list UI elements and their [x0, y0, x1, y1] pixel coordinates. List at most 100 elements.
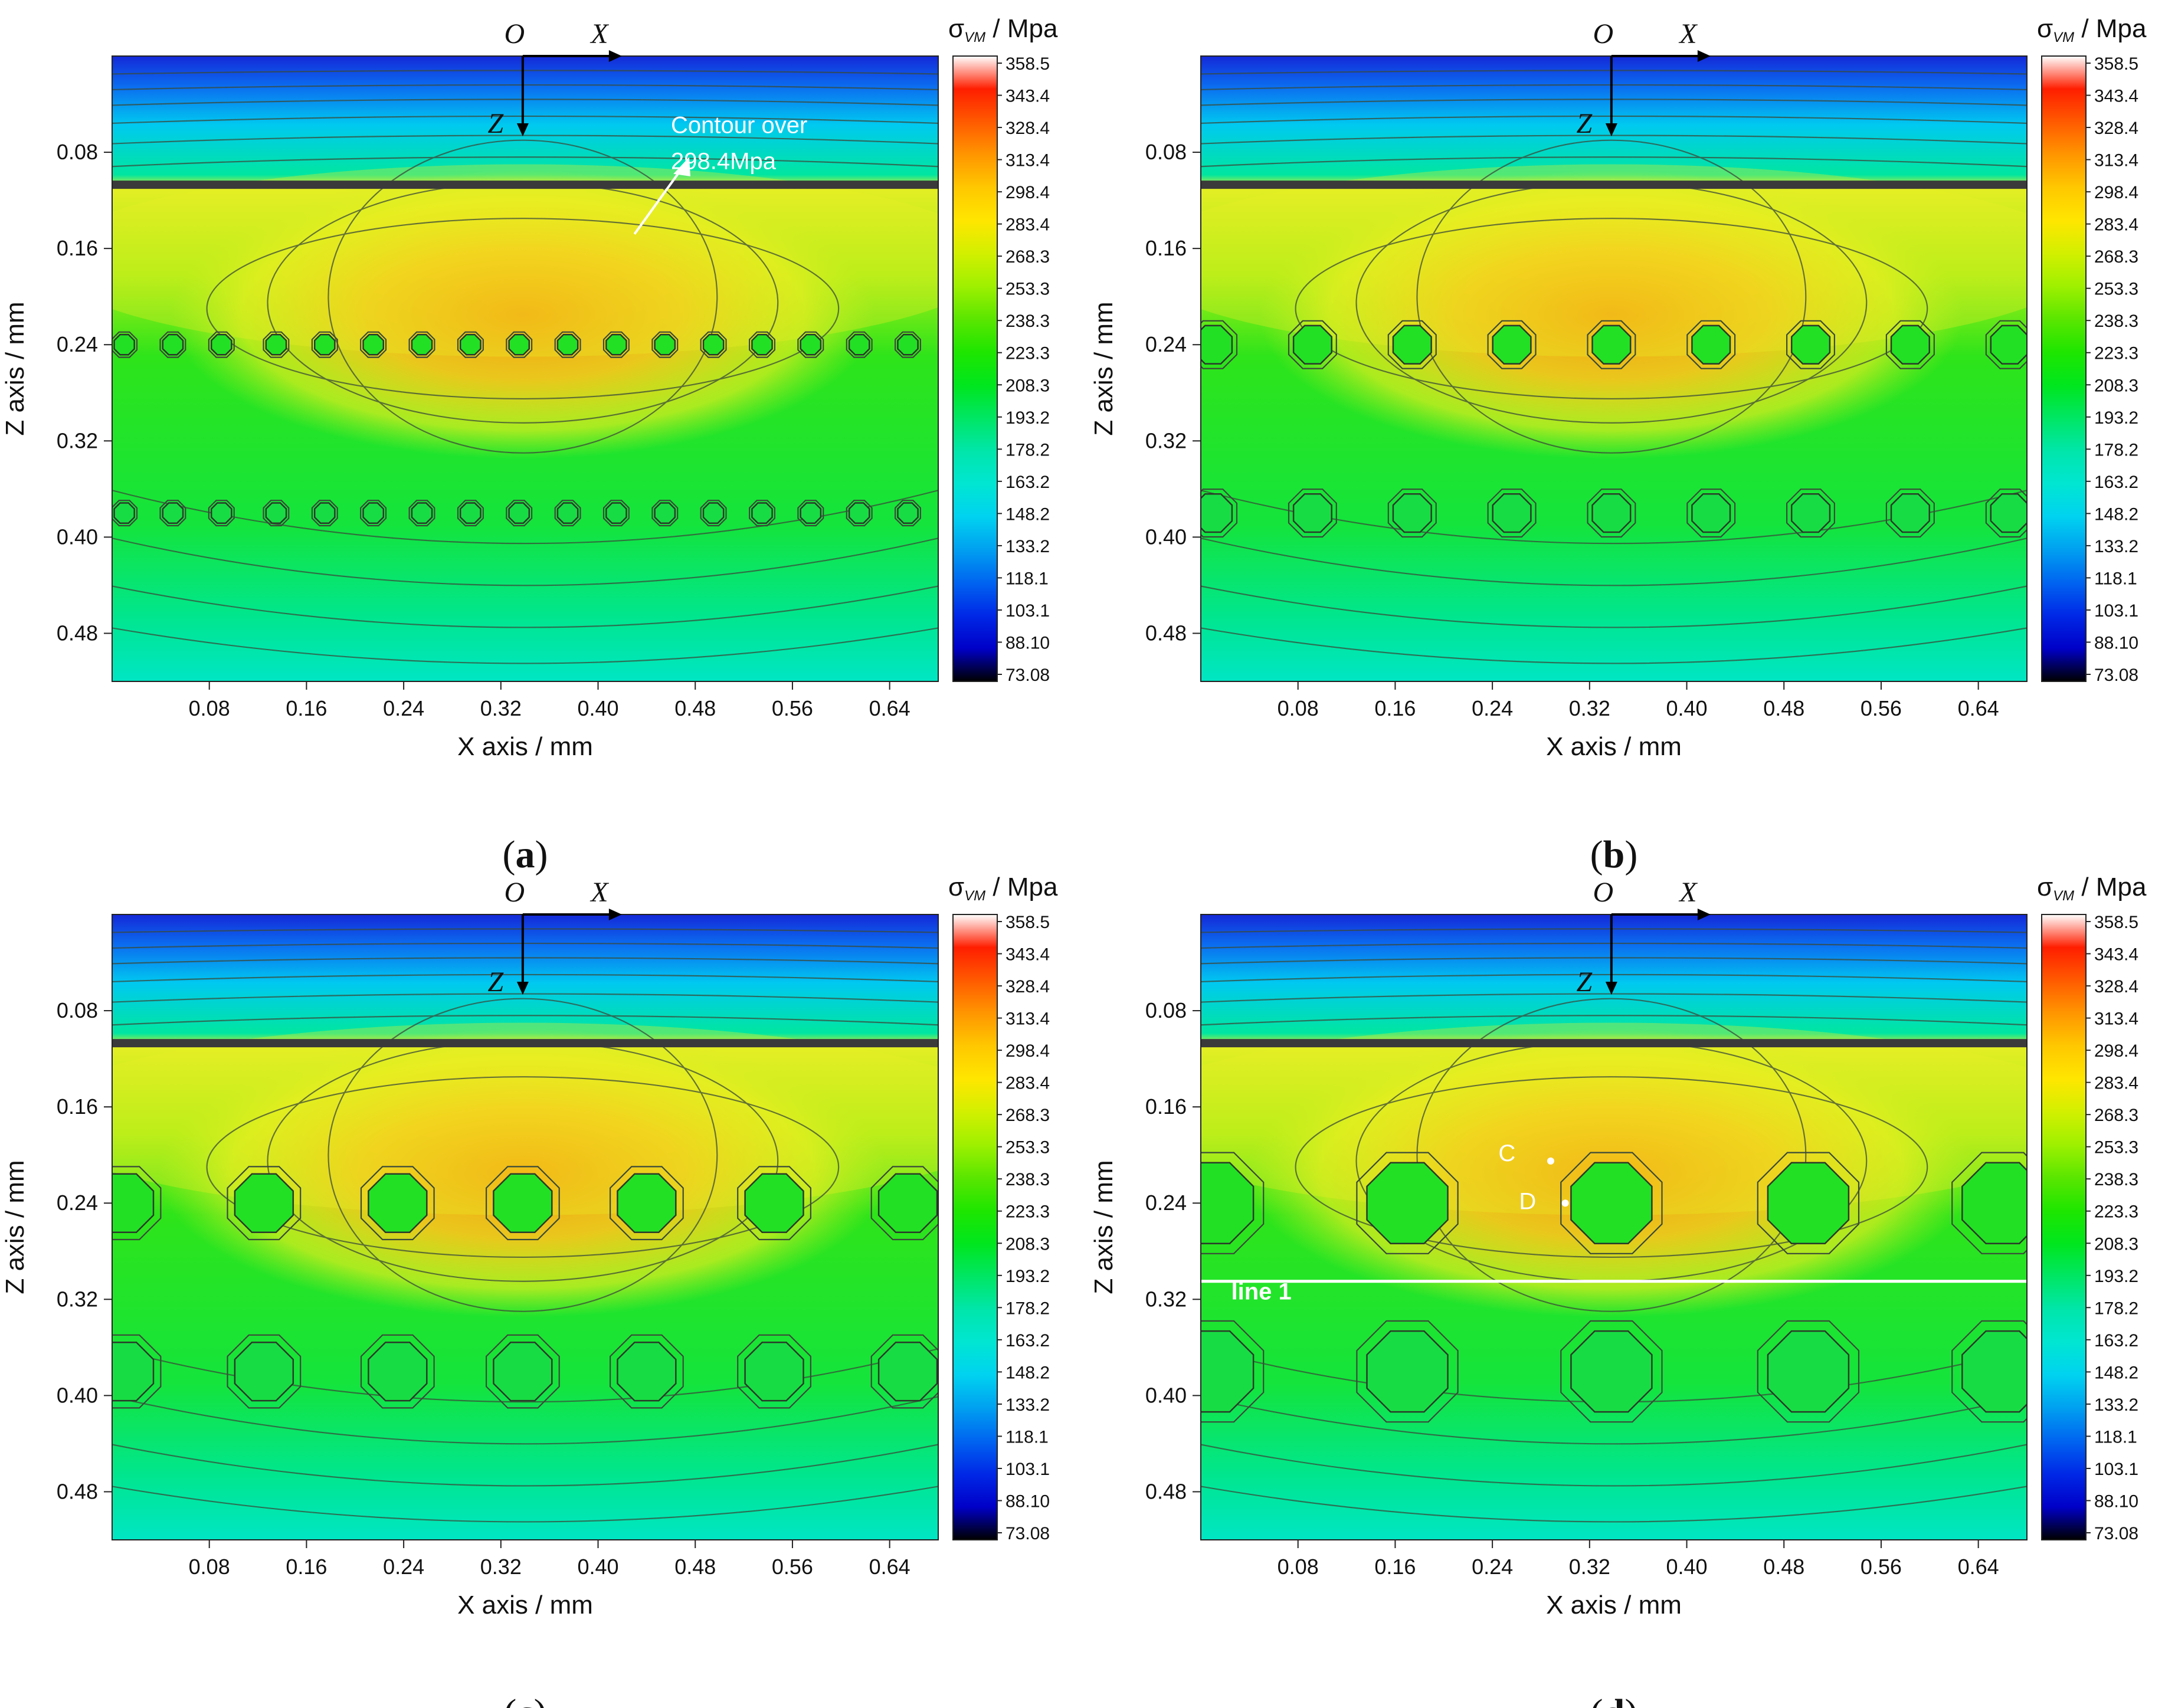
colorbar-tick-label: 253.3 [2094, 1138, 2138, 1158]
colorbar-tick-label: 328.4 [1005, 977, 1050, 996]
pore [313, 333, 336, 356]
x-tick-label: 0.48 [674, 696, 716, 720]
pore [1392, 324, 1432, 365]
pore-contour [1686, 320, 1736, 369]
pore [617, 1341, 677, 1402]
pore-contour [1387, 489, 1437, 538]
pore [1790, 493, 1831, 533]
annotation-text: Contour over [671, 112, 807, 138]
pore-contour [1356, 1152, 1459, 1254]
y-axis-label: Z axis / mm [1, 301, 30, 435]
colorbar-title-unit: / Mpa [985, 873, 1058, 901]
pore-contour [457, 331, 484, 358]
colorbar: 358.5 343.4 328.4 313.4 298.4 283.4 268.3 253.3… [948, 873, 1058, 1543]
z-direction-label: Z [488, 108, 505, 139]
colorbar-tick-label: 238.3 [2094, 312, 2138, 331]
colorbar-tick-label: 298.4 [1005, 183, 1050, 202]
stress-field: Contour over 298.4Mpa [112, 56, 938, 681]
pore [556, 333, 579, 356]
colorbar: 358.5 343.4 328.4 313.4 298.4 283.4 268.3 253.3… [2037, 14, 2147, 685]
pore [702, 502, 725, 524]
pore-contour [1786, 320, 1835, 369]
pore-contour [602, 500, 630, 527]
x-arrowhead [608, 909, 622, 920]
pore [1201, 1162, 1255, 1244]
colorbar-tick-label: 268.3 [1005, 247, 1050, 267]
pore [1691, 324, 1731, 365]
pore [362, 502, 385, 524]
x-axis-label: X axis / mm [1546, 1591, 1682, 1620]
pore [1890, 493, 1930, 533]
x-arrowhead [1697, 909, 1711, 920]
pore [1767, 1330, 1850, 1413]
y-tick-label: 0.08 [1145, 998, 1187, 1022]
x-axis-label: X axis / mm [457, 1591, 593, 1620]
x-tick-label: 0.32 [1569, 696, 1610, 720]
contour-line [112, 115, 938, 124]
pore [162, 333, 184, 356]
colorbar-tick-label: 358.5 [2094, 54, 2138, 74]
pore [800, 502, 822, 524]
colorbar-tick-label: 193.2 [1005, 408, 1050, 428]
pore [1492, 493, 1532, 533]
pore [1201, 493, 1233, 533]
colorbar-tick-label: 343.4 [2094, 87, 2138, 106]
pore-contour [1757, 1320, 1860, 1423]
x-direction-label: X [589, 18, 609, 50]
colorbar-tick-label: 283.4 [2094, 215, 2138, 235]
panel-label: (b) [1590, 833, 1638, 876]
pore [848, 502, 870, 524]
contour-line [1201, 84, 2027, 91]
contour-ring [327, 139, 718, 454]
panel-letter: a [516, 833, 535, 876]
pore [1570, 1162, 1653, 1244]
colorbar-tick-label: 253.3 [2094, 280, 2138, 299]
colorbar-tick-label: 298.4 [1005, 1041, 1050, 1061]
contour-line [112, 585, 938, 628]
pore [702, 333, 725, 356]
pore [897, 502, 919, 524]
y-ticks: 0.08 0.16 0.24 0.32 0.40 0.48 [57, 998, 112, 1503]
x-axis-label: X axis / mm [1546, 732, 1682, 761]
pore [877, 1341, 938, 1402]
contour-line [112, 99, 938, 106]
contour-lines [1201, 928, 2027, 1523]
pore [368, 1341, 428, 1402]
contour-line [112, 928, 938, 933]
pore [654, 333, 676, 356]
colorbar-tick-label: 103.1 [2094, 601, 2138, 621]
origin-label: O [1593, 877, 1614, 908]
pore-contour [894, 500, 922, 527]
pore-contour [112, 1334, 162, 1409]
pore-contour [1587, 489, 1636, 538]
annotation-text: C [1498, 1140, 1515, 1166]
z-direction-label: Z [488, 966, 505, 998]
panel-letter: c [516, 1691, 533, 1708]
pore-contour [263, 500, 290, 527]
pore-contour [894, 331, 922, 358]
y-tick-label: 0.40 [57, 524, 98, 549]
colorbar-tick-label: 328.4 [1005, 119, 1050, 138]
colorbar-tick-label: 298.4 [2094, 183, 2138, 202]
colorbar-tick-label: 73.08 [2094, 1524, 2138, 1543]
annotation-arrowhead [673, 157, 690, 176]
pore [459, 502, 482, 524]
colorbar-scale [952, 914, 998, 1540]
pore-contour [227, 1334, 302, 1409]
colorbar-tick-label: 238.3 [2094, 1170, 2138, 1189]
pore [112, 1173, 155, 1233]
colorbar-tick-label: 343.4 [1005, 945, 1050, 965]
pore-contour [360, 1166, 435, 1241]
pore-contour [554, 500, 581, 527]
x-tick-label: 0.24 [383, 1555, 424, 1579]
contour-line [1201, 973, 2027, 983]
y-tick-label: 0.16 [57, 236, 98, 260]
colorbar-tick-label: 73.08 [1005, 666, 1050, 685]
colorbar-tick-label: 73.08 [1005, 1524, 1050, 1543]
y-tick-label: 0.24 [1145, 332, 1187, 356]
warm-band [112, 1022, 938, 1215]
pore [1366, 1162, 1449, 1244]
colorbar-tick-label: 193.2 [2094, 1267, 2138, 1286]
contour-ring [1295, 1076, 1928, 1258]
pore [605, 502, 627, 524]
